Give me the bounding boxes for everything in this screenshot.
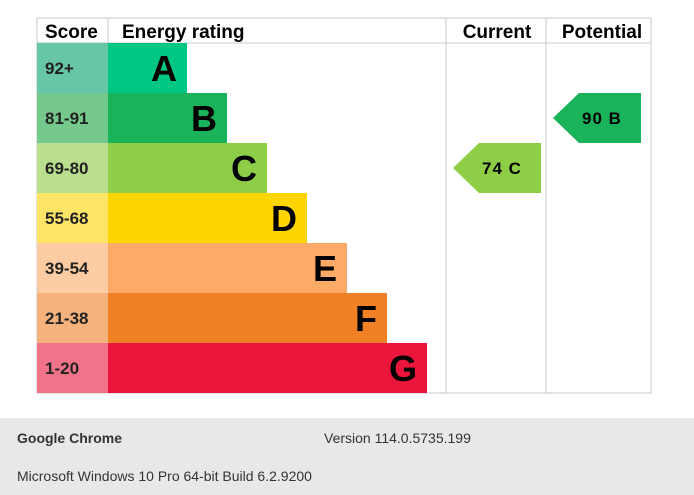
- score-cell-b: [37, 93, 108, 143]
- header-energy-rating: Energy rating: [122, 22, 244, 43]
- score-label-d: 55-68: [45, 209, 88, 228]
- band-bar-d: [108, 193, 307, 243]
- band-bar-c: [108, 143, 267, 193]
- band-letter-d: D: [271, 198, 297, 239]
- current-rating-label: 74 C: [482, 159, 522, 178]
- band-letter-a: A: [151, 48, 177, 89]
- epc-chart: Score Energy rating Current Potential 92…: [36, 17, 652, 394]
- band-letter-b: B: [191, 98, 217, 139]
- potential-rating-arrow: [553, 93, 641, 143]
- score-label-f: 21-38: [45, 309, 88, 328]
- epc-chart-svg: Score Energy rating Current Potential 92…: [36, 17, 652, 394]
- current-rating-arrow: [453, 143, 541, 193]
- band-bar-g: [108, 343, 427, 393]
- browser-name: Google Chrome: [17, 430, 123, 446]
- header-current: Current: [463, 22, 532, 43]
- potential-rating-label: 90 B: [582, 109, 622, 128]
- band-letter-c: C: [231, 148, 257, 189]
- header-score: Score: [45, 22, 98, 43]
- header-potential: Potential: [562, 22, 642, 43]
- band-letter-f: F: [355, 298, 377, 339]
- score-cell-a: [37, 43, 108, 93]
- band-letter-e: E: [313, 248, 337, 289]
- score-cell-f: [37, 293, 108, 343]
- score-cell-d: [37, 193, 108, 243]
- score-label-g: 1-20: [45, 359, 79, 378]
- score-cell-c: [37, 143, 108, 193]
- score-label-b: 81-91: [45, 109, 88, 128]
- score-label-e: 39-54: [45, 259, 89, 278]
- band-bar-b: [108, 93, 227, 143]
- score-label-c: 69-80: [45, 159, 88, 178]
- browser-info-footer: Google Chrome Version 114.0.5735.199 Mic…: [0, 418, 694, 495]
- band-bar-f: [108, 293, 387, 343]
- browser-version: Version 114.0.5735.199: [324, 430, 471, 446]
- score-label-a: 92+: [45, 59, 74, 78]
- score-cell-e: [37, 243, 108, 293]
- os-info: Microsoft Windows 10 Pro 64-bit Build 6.…: [17, 468, 312, 484]
- band-letter-g: G: [389, 348, 417, 389]
- band-bar-e: [108, 243, 347, 293]
- band-bar-a: [108, 43, 187, 93]
- score-cell-g: [37, 343, 108, 393]
